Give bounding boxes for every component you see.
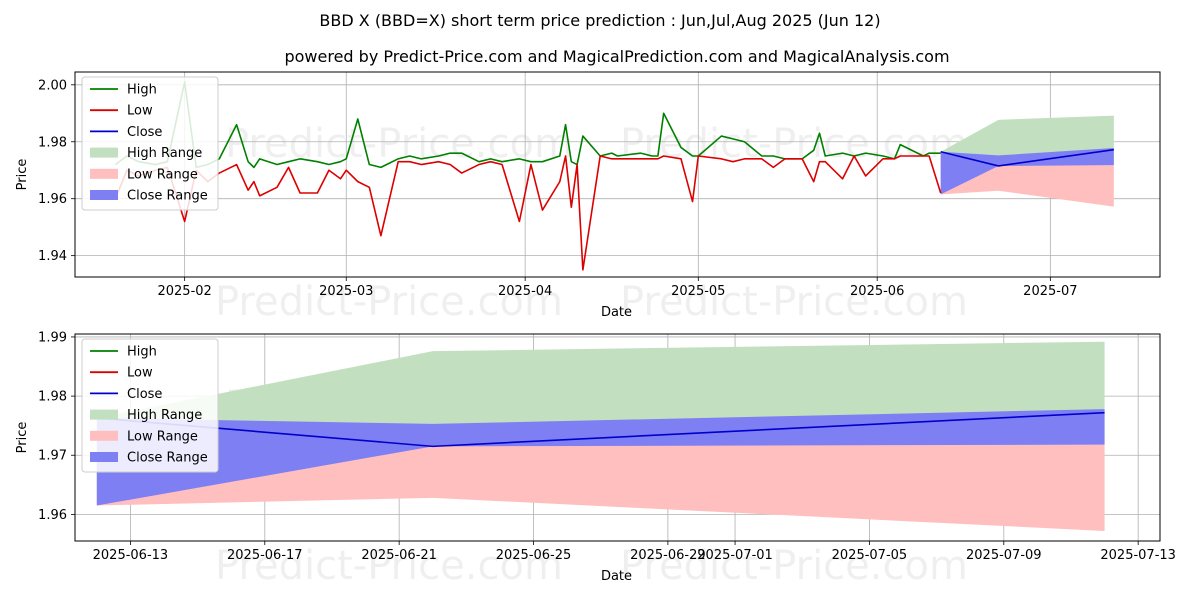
legend-swatch-high-range — [90, 147, 118, 158]
watermark-text: Predict-Price.com — [215, 279, 563, 325]
legend-label-close-range: Close Range — [127, 451, 208, 466]
low-line — [114, 155, 942, 271]
watermark-text: Predict-Price.com — [620, 543, 968, 589]
y-tick-label: 1.98 — [38, 390, 67, 405]
legend: High Low Close High Range Low Range Close Ran… — [81, 76, 219, 211]
x-axis-label: Date — [601, 305, 632, 320]
y-tick-label: 1.96 — [38, 508, 67, 523]
high-line — [114, 81, 941, 169]
x-tick-label: 2025-03 — [319, 284, 373, 299]
legend-label-high: High — [127, 345, 157, 360]
legend-label-close: Close — [127, 125, 162, 140]
top-panel: Predict-Price.com Predict-Price.com Predic… — [15, 71, 1161, 325]
y-tick-label: 2.00 — [38, 78, 67, 93]
close-range-band — [96, 409, 1105, 506]
bottom-panel: Predict-Price.comPredict-Price.comPredic… — [15, 330, 1176, 589]
x-tick-label: 2025-06-29 — [630, 548, 706, 563]
legend-label-close-range: Close Range — [127, 189, 208, 204]
chart-subtitle: powered by Predict-Price.com and Magical… — [284, 47, 949, 66]
legend-label-low-range: Low Range — [127, 429, 198, 444]
y-tick-label: 1.98 — [38, 135, 67, 150]
x-tick-label: 2025-04 — [498, 284, 552, 299]
y-tick-label: 1.97 — [38, 449, 67, 464]
watermark-text: Predict-Price.com — [215, 543, 563, 589]
y-tick-label: 1.96 — [38, 192, 67, 207]
legend-label-low: Low — [127, 104, 153, 119]
legend-label-high: High — [127, 83, 157, 98]
axes-frame — [74, 71, 1161, 278]
x-tick-label: 2025-07-13 — [1100, 548, 1176, 563]
x-tick-label: 2025-05 — [671, 284, 725, 299]
legend: High Low Close High Range Low Range Close Ran… — [81, 338, 219, 473]
x-tick-label: 2025-06-25 — [496, 548, 572, 563]
axes-frame — [74, 333, 1161, 542]
legend-swatch-low-range — [90, 430, 118, 441]
watermark-text: Predict-Price.com — [225, 121, 573, 167]
x-tick-label: 2025-06-17 — [227, 548, 303, 563]
chart-title: BBD X (BBD=X) short term price predictio… — [319, 11, 880, 30]
y-tick-label: 1.94 — [38, 249, 67, 264]
legend-label-close: Close — [127, 387, 162, 402]
legend-label-low-range: Low Range — [127, 167, 198, 182]
legend-swatch-high-range — [90, 409, 118, 420]
legend-swatch-close-range — [90, 190, 118, 200]
y-tick-label: 1.99 — [38, 330, 67, 345]
watermark-text: Predict-Price.com — [620, 279, 968, 325]
close-line — [940, 148, 1114, 167]
legend-swatch-close-range — [90, 452, 118, 462]
x-tick-label: 2025-06-21 — [361, 548, 437, 563]
legend-label-high-range: High Range — [127, 408, 202, 423]
legend-label-low: Low — [127, 366, 153, 381]
x-tick-label: 2025-06-13 — [93, 548, 169, 563]
x-tick-label: 2025-07-09 — [966, 548, 1042, 563]
legend-swatch-low-range — [90, 168, 118, 179]
x-tick-label: 2025-02 — [157, 284, 211, 299]
watermark-text: Predict-Price.com — [620, 121, 968, 167]
legend-label-high-range: High Range — [127, 146, 202, 161]
x-tick-label: 2025-07 — [1023, 284, 1077, 299]
x-tick-label: 2025-07-05 — [832, 548, 908, 563]
x-tick-label: 2025-07-01 — [697, 548, 773, 563]
x-axis-label: Date — [601, 569, 632, 584]
close-range-band — [940, 148, 1114, 195]
y-axis-label: Price — [15, 159, 30, 191]
x-tick-label: 2025-06 — [850, 284, 904, 299]
y-axis-label: Price — [15, 422, 30, 454]
